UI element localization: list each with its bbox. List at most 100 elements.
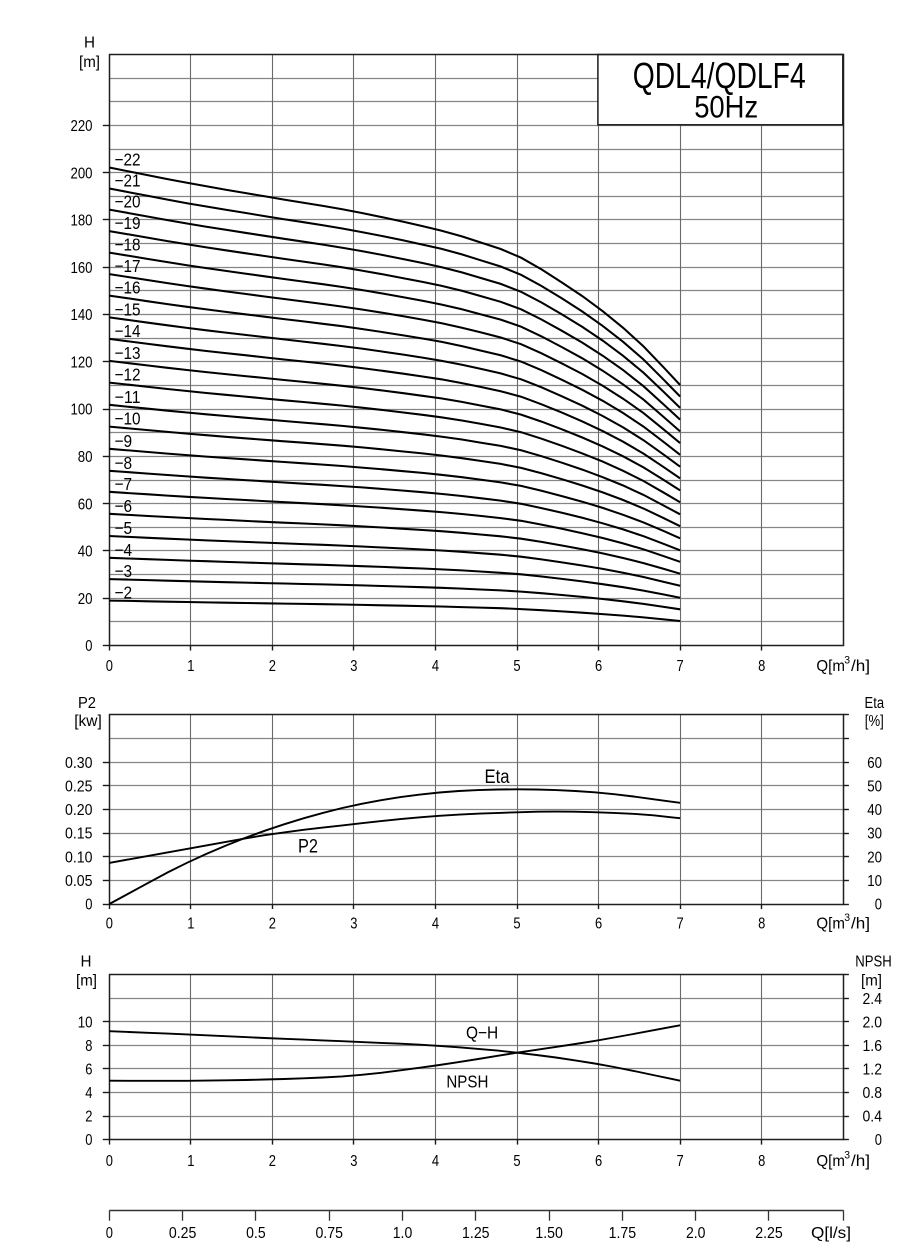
svg-text:−5: −5	[115, 518, 133, 538]
svg-text:H: H	[81, 954, 92, 971]
svg-text:1.50: 1.50	[535, 1225, 563, 1242]
svg-text:−14: −14	[115, 321, 141, 341]
svg-text:NPSH: NPSH	[446, 1071, 488, 1091]
svg-text:2.4: 2.4	[863, 991, 883, 1008]
svg-text:0: 0	[85, 638, 93, 655]
svg-text:−16: −16	[115, 278, 141, 298]
svg-text:0.10: 0.10	[65, 849, 93, 866]
svg-text:2.0: 2.0	[863, 1014, 883, 1031]
svg-text:−13: −13	[115, 343, 141, 363]
svg-text:4: 4	[432, 658, 440, 675]
svg-text:7: 7	[677, 1153, 684, 1170]
svg-text:100: 100	[71, 402, 93, 419]
svg-text:−8: −8	[115, 453, 133, 473]
svg-text:[m]: [m]	[861, 973, 882, 990]
svg-text:−3: −3	[115, 561, 133, 581]
svg-text:30: 30	[867, 826, 882, 843]
svg-text:1.75: 1.75	[609, 1225, 637, 1242]
svg-text:200: 200	[71, 165, 93, 182]
svg-text:3: 3	[844, 912, 850, 924]
svg-text:Q−H: Q−H	[466, 1023, 498, 1043]
svg-text:/h]: /h]	[851, 658, 870, 675]
svg-text:−12: −12	[115, 365, 141, 385]
svg-text:10: 10	[867, 873, 882, 890]
svg-text:50Hz: 50Hz	[694, 89, 758, 125]
svg-text:−9: −9	[115, 431, 133, 451]
svg-text:Q[l/s]: Q[l/s]	[811, 1225, 851, 1242]
svg-text:5: 5	[513, 658, 520, 675]
svg-text:1.25: 1.25	[462, 1225, 490, 1242]
svg-text:[kw]: [kw]	[74, 713, 102, 730]
svg-text:Q[m: Q[m	[816, 916, 845, 933]
svg-text:0.75: 0.75	[315, 1225, 343, 1242]
svg-text:6: 6	[595, 1153, 602, 1170]
svg-text:0: 0	[106, 1225, 114, 1242]
svg-text:6: 6	[595, 916, 602, 933]
svg-text:−11: −11	[115, 387, 141, 407]
svg-text:−18: −18	[115, 235, 141, 255]
svg-text:0.15: 0.15	[65, 826, 93, 843]
svg-text:1: 1	[187, 916, 194, 933]
svg-text:0: 0	[875, 1132, 883, 1149]
svg-text:8: 8	[758, 916, 765, 933]
svg-text:220: 220	[71, 118, 93, 135]
svg-text:0.25: 0.25	[65, 778, 93, 795]
svg-text:−10: −10	[115, 409, 141, 429]
svg-text:Eta: Eta	[485, 767, 510, 788]
svg-text:80: 80	[78, 449, 93, 466]
svg-text:50: 50	[867, 778, 882, 795]
svg-text:6: 6	[595, 658, 602, 675]
svg-text:0: 0	[106, 1153, 114, 1170]
svg-text:1.2: 1.2	[863, 1062, 883, 1079]
svg-text:1: 1	[187, 658, 194, 675]
svg-text:10: 10	[78, 1014, 93, 1031]
svg-text:0.25: 0.25	[169, 1225, 197, 1242]
svg-text:160: 160	[71, 260, 93, 277]
svg-text:0.8: 0.8	[863, 1085, 883, 1102]
svg-text:−6: −6	[115, 496, 133, 516]
svg-text:−15: −15	[115, 299, 141, 319]
svg-text:60: 60	[867, 755, 882, 772]
svg-text:2: 2	[269, 916, 276, 933]
svg-text:1.6: 1.6	[863, 1038, 883, 1055]
svg-text:3: 3	[844, 1149, 850, 1161]
svg-text:4: 4	[432, 916, 440, 933]
svg-text:8: 8	[85, 1038, 92, 1055]
svg-text:−17: −17	[115, 256, 141, 276]
svg-text:0.4: 0.4	[863, 1109, 883, 1126]
svg-text:/h]: /h]	[851, 916, 870, 933]
svg-text:20: 20	[867, 849, 882, 866]
svg-text:QDL4/QDLF4: QDL4/QDLF4	[633, 55, 806, 96]
svg-text:180: 180	[71, 213, 93, 230]
svg-text:3: 3	[350, 916, 357, 933]
svg-text:2.0: 2.0	[686, 1225, 706, 1242]
svg-text:−4: −4	[115, 540, 133, 560]
svg-text:0: 0	[875, 897, 883, 914]
svg-text:P2: P2	[78, 695, 96, 712]
svg-text:H: H	[84, 35, 95, 52]
svg-text:7: 7	[677, 658, 684, 675]
svg-text:4: 4	[432, 1153, 440, 1170]
svg-text:−7: −7	[115, 474, 133, 494]
svg-text:0: 0	[106, 658, 114, 675]
svg-text:4: 4	[85, 1085, 93, 1102]
svg-text:8: 8	[758, 1153, 765, 1170]
svg-text:40: 40	[867, 802, 882, 819]
svg-text:[m]: [m]	[79, 54, 100, 71]
svg-text:0: 0	[106, 916, 114, 933]
svg-text:/h]: /h]	[851, 1153, 870, 1170]
svg-text:140: 140	[71, 307, 93, 324]
svg-text:1.0: 1.0	[393, 1225, 413, 1242]
svg-text:0: 0	[85, 897, 93, 914]
svg-text:0.5: 0.5	[246, 1225, 266, 1242]
svg-text:2.25: 2.25	[755, 1225, 783, 1242]
svg-text:6: 6	[85, 1062, 92, 1079]
svg-text:0.05: 0.05	[65, 873, 93, 890]
svg-text:3: 3	[350, 1153, 357, 1170]
svg-text:7: 7	[677, 916, 684, 933]
svg-text:Q[m: Q[m	[816, 1153, 845, 1170]
svg-text:NPSH: NPSH	[855, 954, 892, 971]
svg-text:P2: P2	[298, 837, 318, 858]
svg-text:−22: −22	[115, 150, 141, 170]
svg-text:1: 1	[187, 1153, 194, 1170]
